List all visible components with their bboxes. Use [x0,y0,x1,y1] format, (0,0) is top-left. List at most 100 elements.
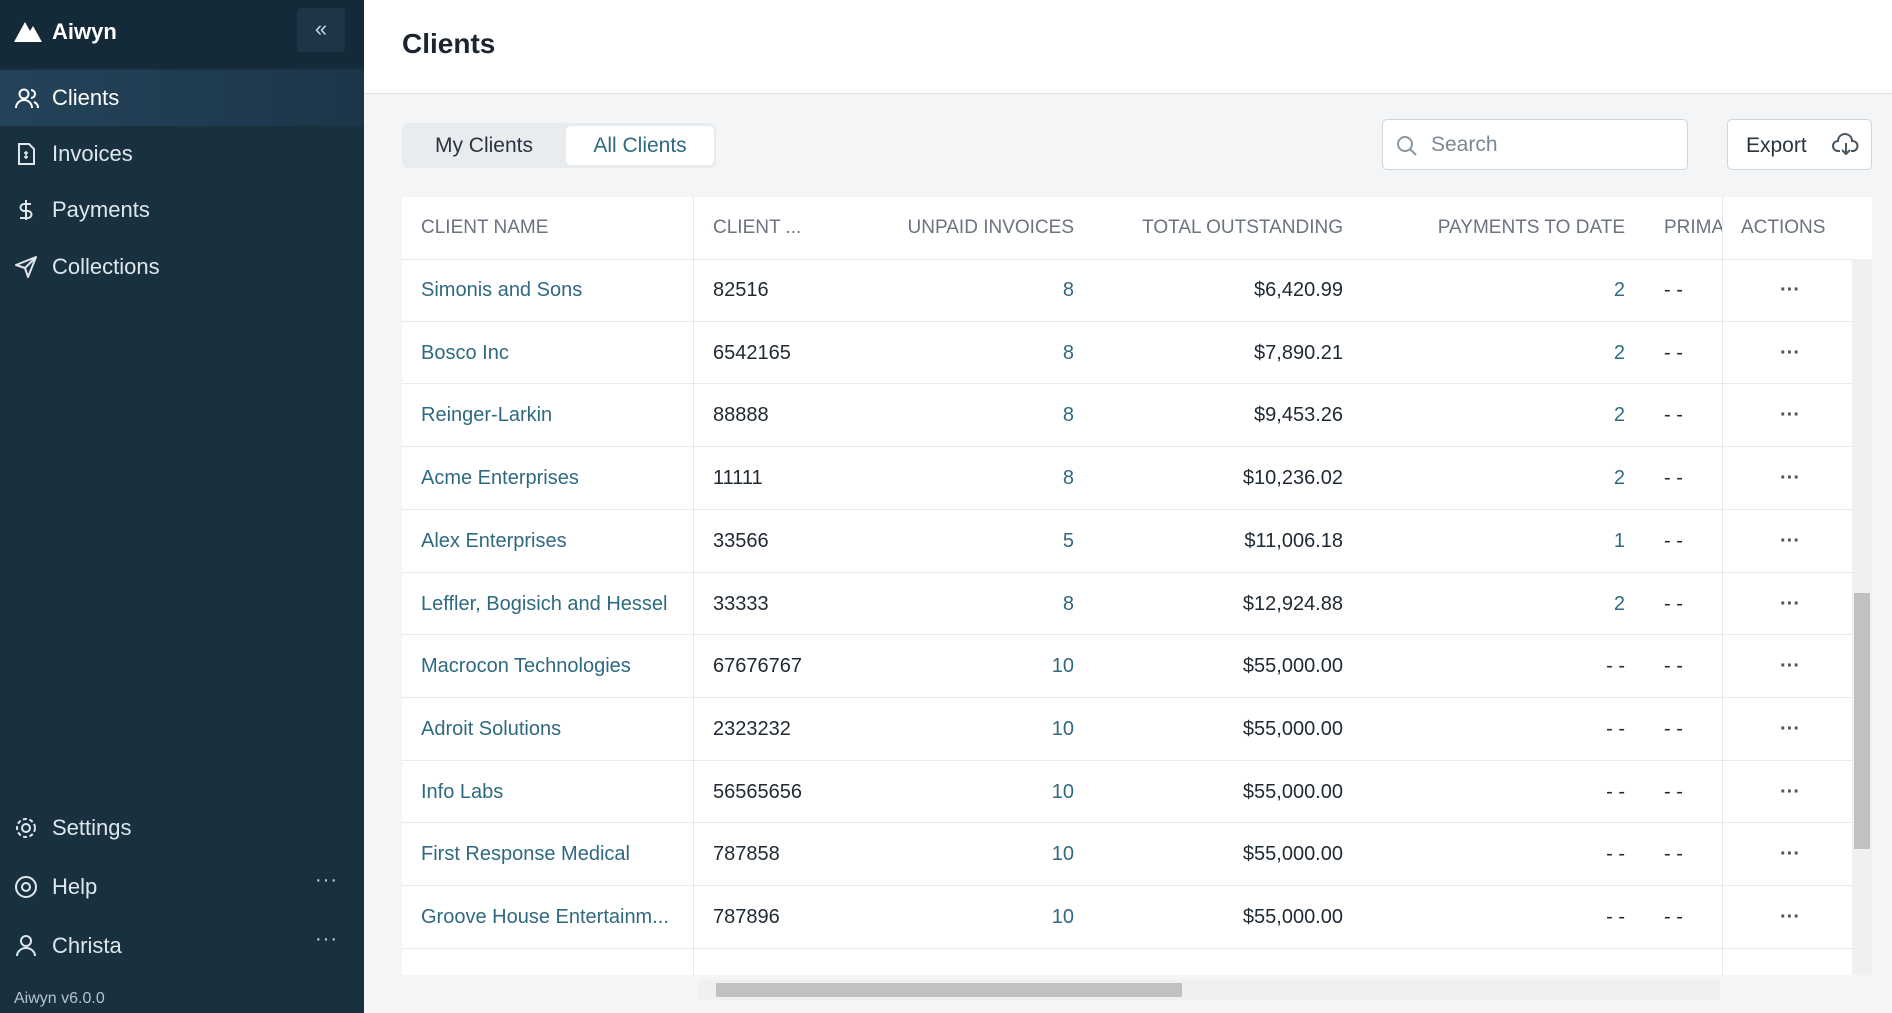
tab[interactable]: My Clients [434,134,534,157]
payments-to-date[interactable]: - - [1606,717,1625,740]
primary-contact: - - [1664,717,1683,740]
payments-to-date[interactable]: 2 [1613,279,1625,301]
v-scroll-thumb[interactable] [1854,593,1870,849]
payments-to-date[interactable]: 2 [1613,467,1625,490]
client-id: 2323232 [713,717,791,740]
client-id: 33333 [713,592,769,615]
client-name[interactable]: Adroit Solutions [421,717,562,740]
header-row [402,197,1872,260]
total-outstanding: $55,000.00 [1242,655,1343,678]
row-border [402,320,1852,322]
search-input[interactable]: Search [1382,119,1688,170]
primary-contact: - - [1664,843,1683,866]
payments-to-date[interactable]: 2 [1613,404,1625,427]
client-name[interactable]: Leffler, Bogisich and Hessel [421,592,668,615]
client-name[interactable]: Reinger-Larkin [421,404,553,427]
client-id: 11111 [713,467,763,490]
total-outstanding: $55,000.00 [1242,906,1343,928]
primary-contact: - - [1664,467,1683,490]
row-border [402,885,1852,886]
nav-label: Settings [52,815,132,840]
row-border [402,383,1852,385]
row-border [402,822,1852,824]
primary-contact: - - [1664,906,1683,928]
payments-to-date[interactable]: - - [1606,906,1625,928]
client-name[interactable]: Alex Enterprises [421,529,567,552]
row-actions[interactable]: ··· [1780,843,1800,866]
row-actions[interactable]: ··· [1780,467,1800,490]
unpaid-invoices[interactable]: 8 [1062,404,1074,427]
row-border [402,696,1852,698]
h-scrollbar[interactable] [698,980,1720,1000]
row-actions[interactable]: ··· [1780,717,1800,740]
payments-to-date[interactable]: 2 [1613,341,1625,364]
nav-item[interactable]: Invoices [0,126,364,182]
export-label: Export [1746,134,1807,157]
tab-active[interactable]: All Clients [566,126,714,165]
row-actions[interactable]: ··· [1780,279,1800,301]
nav-icon [16,818,36,838]
nav-label: Clients [52,85,120,110]
row-actions[interactable]: ··· [1780,404,1800,427]
nav-item[interactable]: Payments [0,182,364,238]
unpaid-invoices[interactable]: 5 [1062,529,1074,552]
nav-item[interactable]: Christa ··· [0,918,364,974]
row-actions[interactable]: ··· [1780,906,1800,928]
client-name[interactable]: Info Labs [421,780,504,803]
client-name[interactable]: Bosco Inc [421,341,509,364]
unpaid-invoices[interactable]: 10 [1051,717,1074,740]
client-name[interactable]: First Response Medical [421,843,630,866]
row-actions[interactable]: ··· [1780,655,1800,678]
client-name[interactable]: Simonis and Sons [421,279,583,301]
search-placeholder: Search [1431,133,1498,156]
more-button[interactable]: ··· [315,869,338,891]
total-outstanding: $6,420.99 [1254,279,1343,301]
unpaid-invoices[interactable]: 10 [1051,906,1074,928]
unpaid-invoices[interactable]: 10 [1051,655,1074,678]
unpaid-invoices[interactable]: 8 [1062,467,1074,490]
unpaid-invoices[interactable]: 8 [1062,279,1074,301]
client-id: 787896 [713,906,780,928]
unpaid-invoices[interactable]: 8 [1062,341,1074,364]
column-header: PAYMENTS TO DATE [1437,217,1625,238]
client-name[interactable]: Groove House Entertainm... [421,906,669,928]
row-actions[interactable]: ··· [1780,529,1800,552]
nav-item[interactable]: Collections [0,239,364,295]
column-header: UNPAID INVOICES [907,217,1074,238]
client-name[interactable]: Macrocon Technologies [421,655,631,678]
sidebar: Aiwyn « Aiwyn v6.0.0 Clients Invoices Paym… [0,0,364,1013]
unpaid-invoices[interactable]: 10 [1051,780,1074,803]
h-scroll-thumb[interactable] [716,983,1182,997]
unpaid-invoices[interactable]: 10 [1051,843,1074,866]
client-id: 82516 [713,279,769,301]
column-header: ACTIONS [1741,217,1826,238]
version: Aiwyn v6.0.0 [14,990,105,1007]
primary-contact: - - [1664,592,1683,615]
payments-to-date[interactable]: - - [1606,655,1625,678]
collapse-button[interactable]: « [297,8,345,52]
column-header: CLIENT NAME [421,217,549,238]
nav-item[interactable]: Help ··· [0,859,364,915]
row-actions[interactable]: ··· [1780,592,1800,615]
client-id: 6542165 [713,341,791,364]
client-name[interactable]: Acme Enterprises [421,467,579,490]
payments-to-date[interactable]: 1 [1613,529,1625,552]
primary-contact: - - [1664,780,1683,803]
nav-item[interactable]: Settings [0,800,364,856]
row-actions[interactable]: ··· [1780,780,1800,803]
search-icon [1397,136,1417,156]
total-outstanding: $55,000.00 [1242,717,1343,740]
row-actions[interactable]: ··· [1780,341,1800,364]
primary-contact: - - [1664,279,1683,301]
logo [14,22,42,42]
payments-to-date[interactable]: - - [1606,843,1625,866]
more-button[interactable]: ··· [315,928,338,950]
payments-to-date[interactable]: - - [1606,780,1625,803]
nav-item[interactable]: Clients [0,70,364,126]
unpaid-invoices[interactable]: 8 [1062,592,1074,615]
row-border [402,571,1852,573]
page-header: Clients [364,0,1892,94]
payments-to-date[interactable]: 2 [1613,592,1625,615]
export-button[interactable]: Export [1727,119,1872,170]
